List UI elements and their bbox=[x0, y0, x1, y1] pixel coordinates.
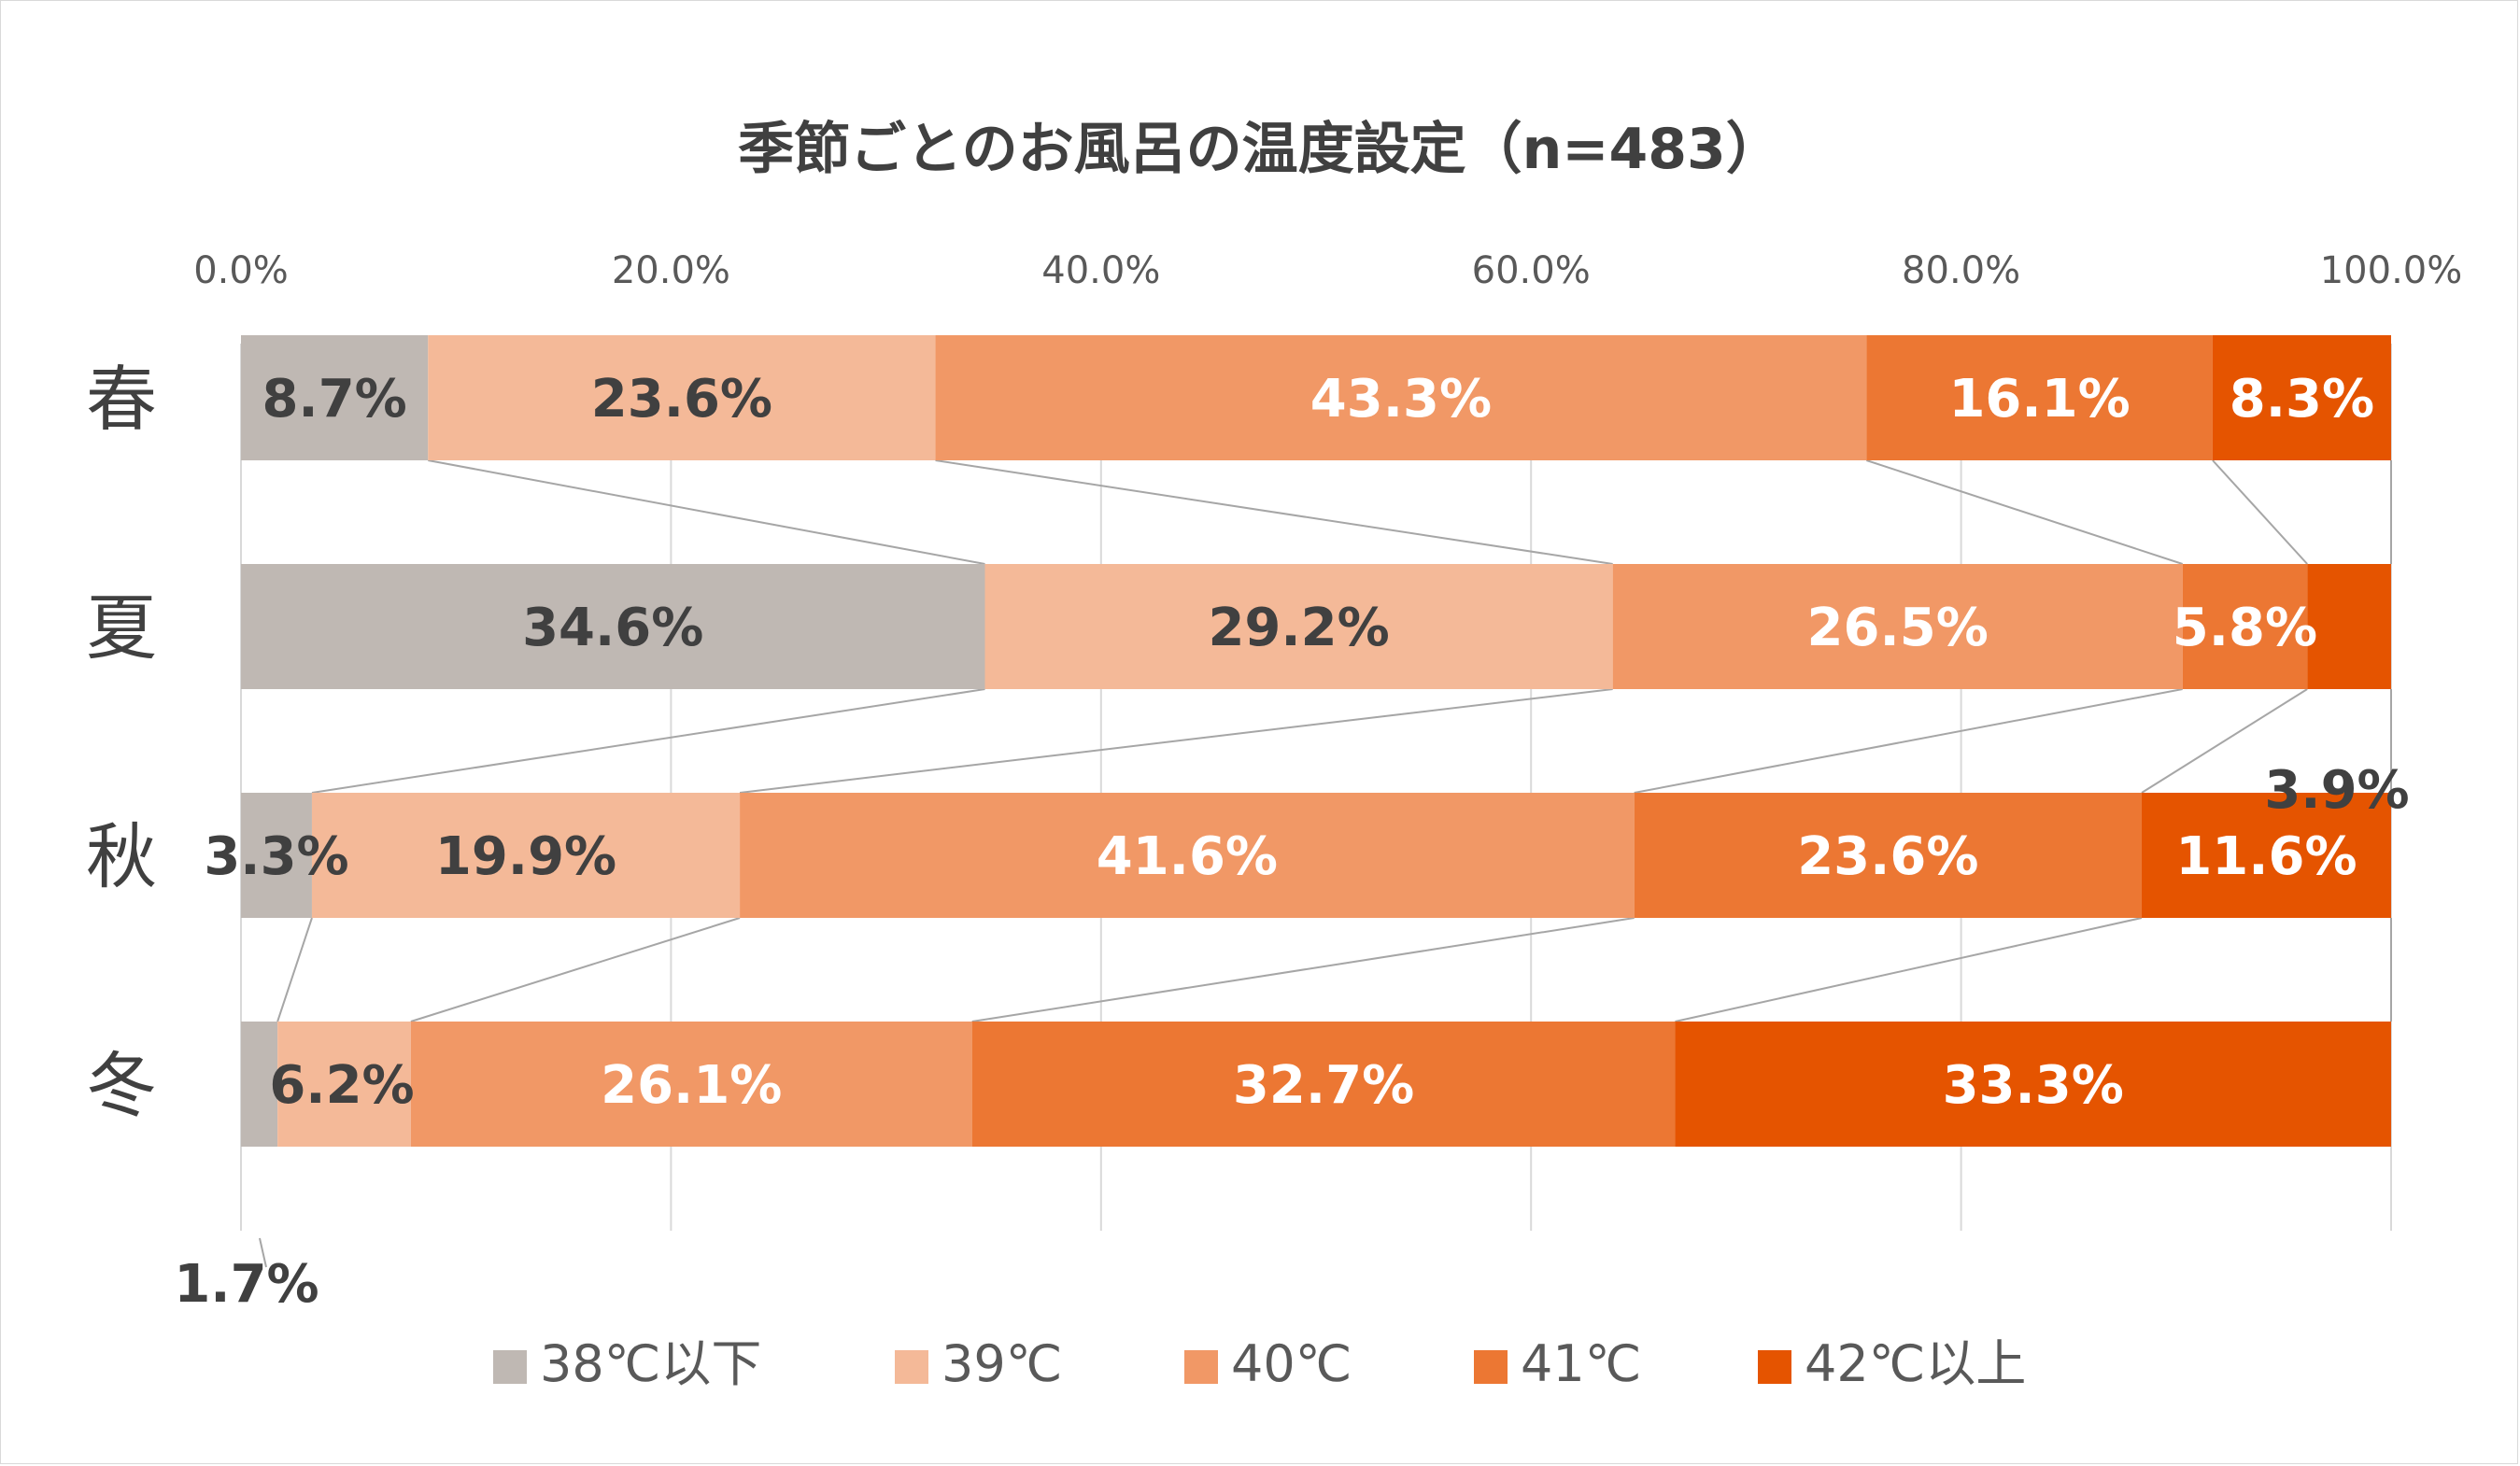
legend-label: 42℃以上 bbox=[1805, 1334, 2026, 1393]
data-label: 11.6% bbox=[2175, 826, 2357, 887]
bar-segment bbox=[740, 793, 1635, 918]
data-label: 5.8% bbox=[2173, 598, 2317, 658]
series-lines bbox=[259, 459, 2392, 1268]
bar-segment bbox=[311, 793, 741, 918]
data-label: 16.1% bbox=[1948, 369, 2130, 430]
category-label: 冬 bbox=[86, 1044, 157, 1127]
x-tick-label: 100.0% bbox=[2320, 249, 2463, 292]
series-line bbox=[2141, 688, 2308, 794]
series-line bbox=[428, 459, 985, 565]
x-tick-label: 80.0% bbox=[1902, 249, 2020, 292]
bar-segment bbox=[241, 1022, 278, 1147]
data-label: 41.6% bbox=[1097, 826, 1278, 887]
bar-segment bbox=[410, 1022, 972, 1147]
series-line bbox=[1634, 688, 2183, 794]
bar-segment bbox=[241, 335, 429, 460]
leader-line bbox=[259, 1237, 267, 1268]
legend-label: 38℃以下 bbox=[540, 1334, 761, 1393]
series-line bbox=[971, 917, 1635, 1022]
x-tick-label: 20.0% bbox=[612, 249, 730, 292]
bar-segment bbox=[1866, 335, 2213, 460]
series-line bbox=[276, 917, 313, 1022]
data-label: 26.5% bbox=[1807, 598, 1989, 658]
series-line bbox=[311, 688, 985, 794]
legend-swatch bbox=[895, 1350, 928, 1384]
bar-segment bbox=[1612, 564, 2183, 689]
legend-swatch bbox=[1184, 1350, 1218, 1384]
legend: 38℃以下 39℃ 40℃ 41℃ 42℃以上 bbox=[493, 1334, 2026, 1393]
legend-label: 41℃ bbox=[1521, 1334, 1641, 1393]
bar-segment bbox=[241, 793, 312, 918]
category-label: 夏 bbox=[86, 586, 157, 670]
series-line bbox=[935, 459, 1613, 565]
data-label: 34.6% bbox=[522, 598, 703, 658]
bar-segment bbox=[935, 335, 1867, 460]
data-label: 1.7% bbox=[174, 1254, 319, 1315]
data-label: 23.6% bbox=[1797, 826, 1978, 887]
data-label: 26.1% bbox=[601, 1055, 782, 1116]
data-label: 43.3% bbox=[1310, 369, 1492, 430]
bar-segment bbox=[2307, 564, 2391, 689]
series-line bbox=[1866, 459, 2184, 565]
bar-segment bbox=[1675, 1022, 2391, 1147]
data-label: 29.2% bbox=[1208, 598, 1389, 658]
series-line bbox=[2212, 459, 2308, 565]
data-label: 8.3% bbox=[2230, 369, 2374, 430]
x-axis-ticks: 0.0% 20.0% 40.0% 60.0% 80.0% 100.0% bbox=[193, 249, 2462, 292]
bar-segment bbox=[1634, 793, 2142, 918]
chart-title: 季節ごとのお風呂の温度設定（n=483） bbox=[738, 117, 1782, 182]
data-label: 23.6% bbox=[591, 369, 772, 430]
data-labels: 8.7% 23.6% 43.3% 16.1% 8.3% 34.6% 29.2% 26.5% 5.… bbox=[174, 369, 2409, 1315]
series-line bbox=[410, 917, 741, 1022]
data-label: 33.3% bbox=[1943, 1055, 2124, 1116]
data-label: 6.2% bbox=[269, 1055, 414, 1116]
legend-swatch bbox=[1758, 1350, 1791, 1384]
series-line bbox=[739, 688, 1613, 794]
data-label: 3.3% bbox=[204, 826, 348, 887]
bar-segment bbox=[2212, 335, 2391, 460]
bar-segment bbox=[971, 1022, 1676, 1147]
legend-label: 39℃ bbox=[941, 1334, 1062, 1393]
category-label: 春 bbox=[86, 358, 157, 441]
data-label: 32.7% bbox=[1233, 1055, 1414, 1116]
legend-swatch bbox=[1474, 1350, 1508, 1384]
bar-segment bbox=[2141, 793, 2391, 918]
bar-segment bbox=[428, 335, 936, 460]
x-tick-label: 60.0% bbox=[1472, 249, 1591, 292]
series-line bbox=[1675, 917, 2143, 1022]
bar-segment bbox=[241, 564, 985, 689]
bar-segment bbox=[2182, 564, 2308, 689]
data-label: 3.9% bbox=[2264, 760, 2409, 821]
x-tick-label: 40.0% bbox=[1041, 249, 1160, 292]
legend-label: 40℃ bbox=[1231, 1334, 1352, 1393]
data-label: 8.7% bbox=[262, 369, 406, 430]
bar-segment bbox=[277, 1022, 411, 1147]
bars bbox=[241, 335, 2391, 1147]
category-label: 秋 bbox=[86, 815, 157, 898]
x-tick-label: 0.0% bbox=[193, 249, 289, 292]
data-label: 19.9% bbox=[435, 826, 616, 887]
legend-swatch bbox=[493, 1350, 527, 1384]
bar-segment bbox=[984, 564, 1613, 689]
